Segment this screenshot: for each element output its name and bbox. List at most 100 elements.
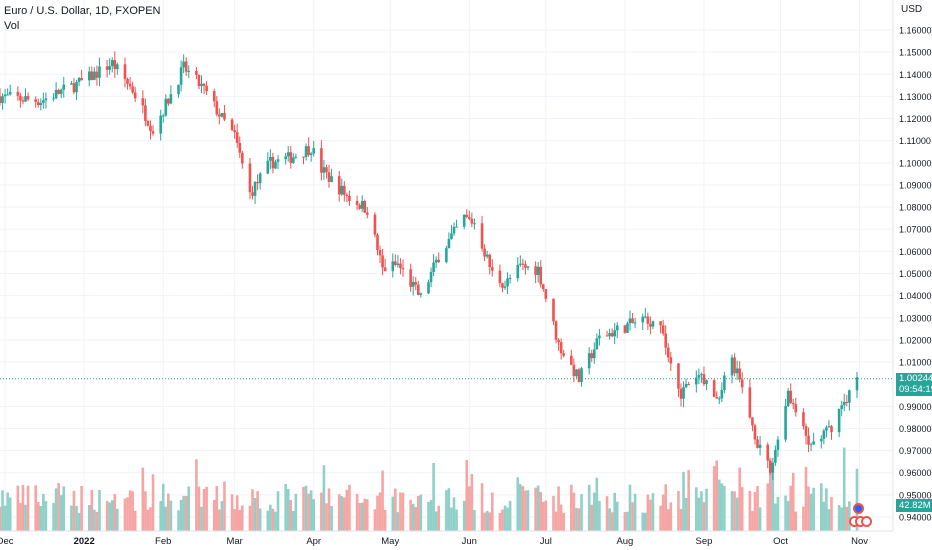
candle-body [845,401,849,403]
candle-body [167,98,170,104]
candle-body [292,157,295,163]
volume-bar [771,473,775,531]
volume-bar [577,508,581,531]
candle-body [235,132,239,143]
volume-bar [465,460,469,531]
volume-bar [626,511,629,531]
volume-bar [705,488,708,531]
candle-body [266,160,270,174]
candle-body [309,153,313,156]
candle-body [855,377,859,391]
candle-body [702,374,706,385]
volume-bar [322,465,326,531]
volume-bar [539,492,543,531]
volume-bar [506,507,509,531]
candle-body [365,212,369,215]
volume-bar [455,509,458,531]
volume-bar [289,500,293,531]
candle-body [337,176,341,195]
volume-bar [521,486,525,531]
candle-body [274,161,277,169]
volume-bar [399,492,402,531]
candle-body [802,412,805,427]
candle-body [144,105,147,121]
volume-bar [108,502,111,531]
price-tick-label: 0.95000 [899,490,932,500]
volume-bar [682,471,685,531]
time-tick-label: Aug [616,536,633,547]
symbol-title[interactable]: Euro / U.S. Dollar, 1D, FXOPEN [4,5,161,17]
volume-bar [664,484,668,531]
price-tick-label: 1.09000 [899,180,932,190]
volume-bar [3,505,7,531]
candle-body [679,388,683,399]
volume-bar [519,484,522,531]
volume-bar [789,485,792,531]
time-tick-label: Oct [773,536,788,547]
candle-body [52,98,55,100]
candle-body [8,91,12,95]
candle-body [559,342,563,354]
volume-bar [723,485,726,531]
volume-bar [809,493,813,531]
volume-bar [544,500,548,531]
time-axis[interactable]: Dec 2022 Feb Mar Apr May Jun Jul Aug Sep Oct Nov [0,536,868,547]
candle-body [427,282,430,294]
volume-bar [141,467,145,531]
candle-body [784,406,787,440]
volume-bar [730,491,734,531]
candle-body [539,266,543,285]
volume-bar [669,502,673,531]
time-tick-label: Nov [851,536,868,547]
price-tick-label: 1.14000 [899,70,932,80]
time-tick-label: 2022 [74,536,95,547]
candle-body [697,375,701,378]
candle-body [416,284,420,295]
candle-body [730,357,734,376]
candle-body [39,103,43,106]
volume-bar [394,488,397,531]
volume-bar [98,490,101,531]
candle-body [90,71,94,80]
candle-body [794,404,798,413]
candle-body [445,248,448,263]
volume-bar [8,497,12,531]
volume-bar [70,505,73,531]
volume-bar [16,485,20,531]
candle-body [544,289,548,299]
candle-body [447,239,451,249]
event-flag-icon[interactable] [861,516,872,527]
candle-body [133,92,137,99]
candle-body [345,194,349,197]
candle-body [325,167,328,173]
candle-body [34,99,38,103]
candle-body [378,249,382,256]
price-axis[interactable]: 1.16000 1.15000 1.14000 1.13000 1.12000 1.110… [899,26,932,523]
volume-indicator-label[interactable]: Vol [4,20,20,32]
candle-body [6,94,9,96]
candle-body [608,333,611,337]
volume-bar [516,477,520,531]
candle-body [774,449,777,463]
volume-bar [187,486,191,531]
candle-body [830,426,833,433]
candle-body [519,263,522,265]
volume-bar [554,511,558,531]
time-tick-label: Apr [306,536,321,547]
candle-body [837,408,841,433]
volume-bar [717,479,721,531]
volume-bar [684,497,688,531]
volume-bar [559,504,563,531]
candle-body [44,98,48,101]
volume-bar [52,503,55,531]
candle-body [807,435,810,445]
candle-body [1,96,4,104]
candle-body [516,264,520,279]
volume-bar [702,502,706,531]
volume-bar [123,498,127,531]
volume-bar [177,510,180,531]
volume-bar [19,503,22,531]
event-flag-icon[interactable] [853,503,864,514]
volume-bar [807,486,810,531]
